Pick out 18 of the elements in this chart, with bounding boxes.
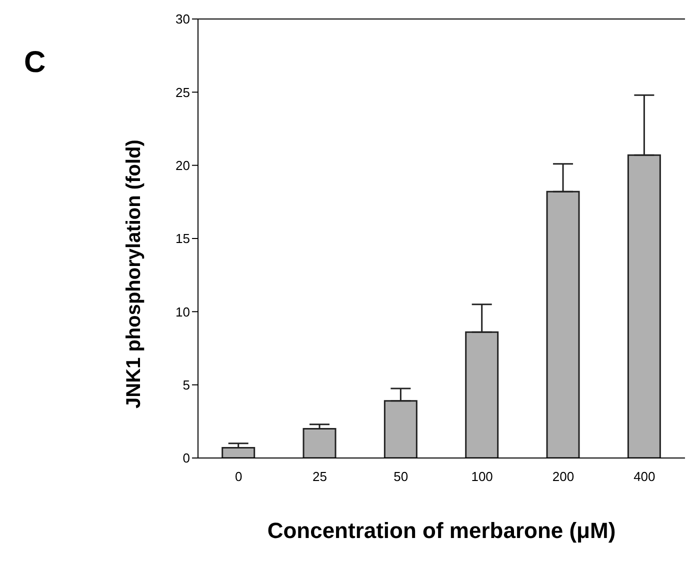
y-tick-label: 10 xyxy=(176,304,190,320)
bar xyxy=(302,428,336,458)
x-tick-label: 50 xyxy=(394,469,408,484)
x-tick-label: 0 xyxy=(234,469,242,484)
y-tick-label: 15 xyxy=(176,231,190,246)
y-tick-label: 5 xyxy=(182,377,190,392)
bar xyxy=(222,447,256,458)
x-tick-label: 200 xyxy=(552,469,574,484)
y-tick-label: 20 xyxy=(176,158,190,173)
text: C xyxy=(24,46,46,80)
y-tick-label: 25 xyxy=(176,84,190,100)
y-tick-label: 0 xyxy=(182,450,190,466)
x-tick-label: 25 xyxy=(312,469,327,484)
y-tick-label: 30 xyxy=(176,12,190,27)
x-axis-title: Concentration of merbarone (μM) xyxy=(267,518,616,543)
x-tick-label: 400 xyxy=(634,469,656,484)
y-axis-title: JNK1 phosphorylation (fold) xyxy=(123,140,146,408)
x-tick-label: 100 xyxy=(471,469,493,484)
